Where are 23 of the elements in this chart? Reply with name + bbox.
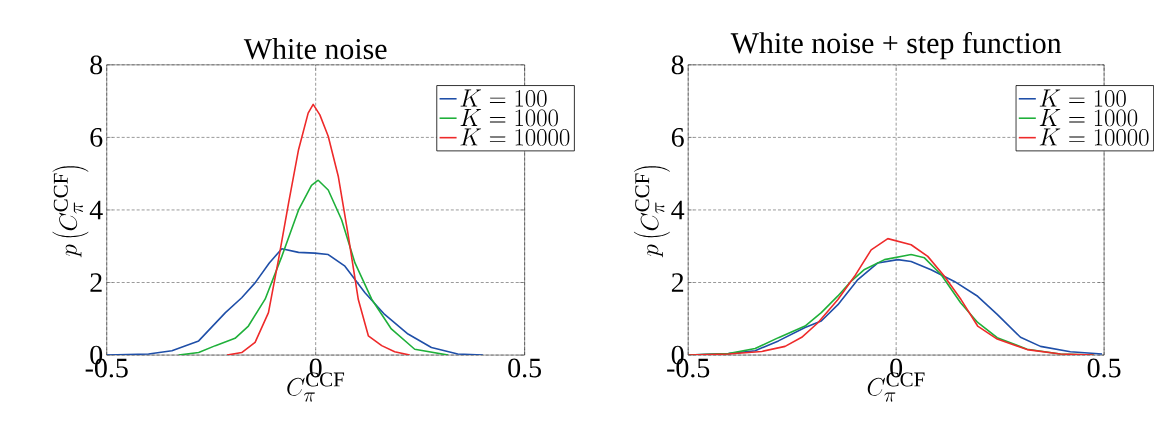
- y-tick-label: 2: [671, 273, 684, 292]
- y-tick-label: 2: [90, 273, 102, 292]
- legend-label: $K = 1000$: [460, 109, 558, 127]
- line-series: [106, 248, 484, 356]
- y-tick-label: 8: [90, 55, 103, 75]
- legend-label: $K = 100$: [1039, 89, 1126, 107]
- legend-label: $K = 10000$: [1039, 128, 1149, 146]
- legend-label: $K = 1000$: [1039, 109, 1138, 127]
- chart-title: White noise + step function: [730, 31, 1062, 60]
- y-tick-label: 4: [671, 200, 685, 220]
- line-series: [177, 179, 449, 356]
- line-series: [226, 103, 411, 356]
- y-tick-label: 6: [671, 128, 684, 147]
- y-axis-title: $p\left(C_{\pi}^{\mathrm{CCF}}\right)$: [52, 166, 89, 258]
- x-tick-label: 0.5: [1087, 358, 1121, 378]
- y-tick-label: 8: [671, 55, 684, 75]
- y-tick-label: 6: [90, 128, 103, 147]
- chart-title: White noise: [243, 38, 387, 60]
- legend-label: $K = 10000$: [460, 128, 570, 146]
- y-tick-label: 4: [89, 200, 103, 220]
- legend-label: $K = 100$: [460, 89, 547, 107]
- x-tick-label: 0.5: [508, 358, 541, 378]
- y-axis-title: $p\left(C_{\pi}^{\mathrm{CCF}}\right)$: [633, 166, 670, 258]
